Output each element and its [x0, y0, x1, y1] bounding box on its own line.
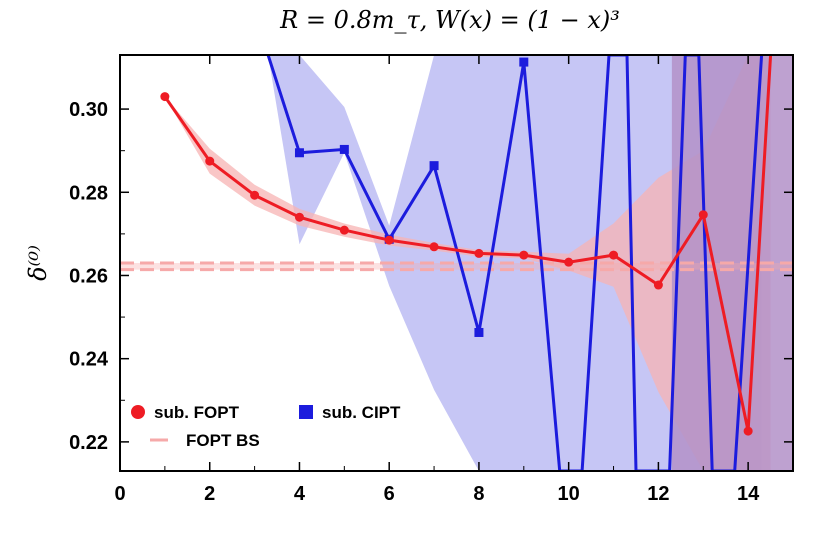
legend-label-cipt: sub. CIPT: [322, 403, 401, 422]
ylabel-text: δ⁽⁰⁾: [24, 245, 52, 281]
y-tick-label-0: 0.22: [69, 432, 108, 454]
legend-marker-fopt: [131, 405, 145, 419]
cipt-point-5: [339, 144, 349, 154]
x-tick-label-8: 8: [473, 483, 484, 505]
legend-label-bs: FOPT BS: [186, 431, 260, 450]
fopt-point-4: [294, 212, 304, 222]
x-tick-label-10: 10: [558, 483, 580, 505]
y-tick-label-1: 0.24: [69, 349, 109, 371]
x-tick-label-0: 0: [114, 483, 125, 505]
fopt-point-9: [519, 250, 529, 260]
chart-title: R = 0.8m_τ, W(x) = (1 − x)³: [279, 6, 620, 34]
x-tick-label-2: 2: [204, 483, 215, 505]
fopt-point-6: [384, 235, 394, 245]
fopt-point-3: [250, 190, 260, 200]
fopt-point-2: [205, 156, 215, 166]
fopt-point-8: [474, 248, 484, 258]
fopt-point-14: [743, 426, 753, 436]
x-tick-label-4: 4: [294, 483, 306, 505]
legend: sub. FOPT sub. CIPT FOPT BS: [131, 403, 401, 450]
x-tick-label-14: 14: [737, 483, 760, 505]
cipt-point-8: [474, 327, 484, 337]
cipt-point-9: [519, 57, 529, 67]
fopt-point-1: [160, 92, 170, 102]
x-tick-label-12: 12: [647, 483, 669, 505]
axes: 0 2 4 6 8 10 12 14 0.22 0.24 0.26 0.28 0.30: [69, 55, 793, 505]
fopt-point-11: [609, 250, 619, 260]
legend-label-fopt: sub. FOPT: [154, 403, 240, 422]
plot-frame: [119, 54, 794, 472]
cipt-band: [268, 55, 762, 471]
y-tick-label-3: 0.28: [69, 182, 108, 204]
fopt-point-12: [653, 280, 663, 290]
y-tick-label-4: 0.30: [69, 99, 108, 121]
x-tick-label-6: 6: [384, 483, 395, 505]
title-text: R = 0.8m_τ, W(x) = (1 − x)³: [279, 6, 620, 34]
cipt-point-7: [429, 161, 439, 171]
y-axis-title: δ⁽⁰⁾: [24, 245, 52, 281]
cipt-point-4: [294, 148, 304, 158]
fopt-point-5: [339, 225, 349, 235]
plot-area: [120, 55, 793, 471]
fopt-point-7: [429, 242, 439, 252]
fopt-bs-band: [120, 263, 793, 270]
y-tick-label-2: 0.26: [69, 265, 108, 287]
fopt-point-13: [698, 210, 708, 220]
fopt-point-10: [564, 257, 574, 267]
legend-marker-cipt: [299, 405, 313, 419]
cipt-line: [266, 55, 764, 471]
